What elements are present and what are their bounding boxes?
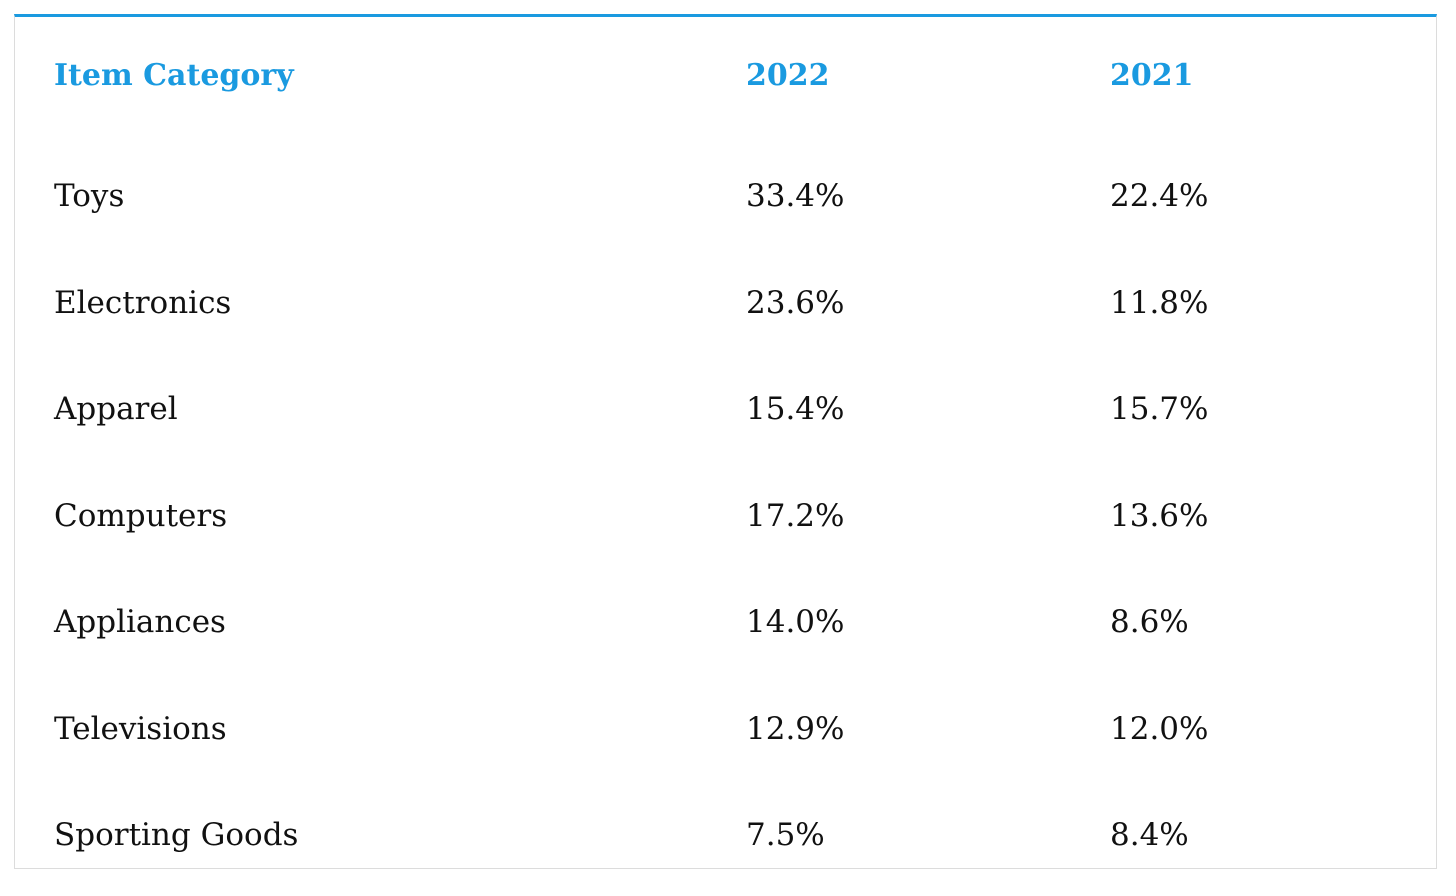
cell-2021: 12.0%	[1110, 710, 1209, 747]
cell-category: Televisions	[54, 710, 227, 747]
cell-2021: 22.4%	[1110, 178, 1209, 215]
cell-category: Appliances	[54, 604, 226, 641]
cell-2022: 17.2%	[746, 497, 845, 534]
cell-category: Computers	[54, 497, 228, 534]
table-row: Apparel 15.4% 15.7%	[54, 356, 1394, 463]
cell-2021: 13.6%	[1110, 497, 1209, 534]
cell-category: Sporting Goods	[54, 817, 299, 854]
cell-2022: 33.4%	[746, 178, 845, 215]
table-row: Toys 33.4% 22.4%	[54, 143, 1394, 250]
cell-category: Apparel	[54, 391, 178, 428]
cell-2022: 14.0%	[746, 604, 845, 641]
cell-2021: 11.8%	[1110, 284, 1209, 321]
cell-category: Toys	[54, 178, 125, 215]
header-row: Item Category 2022 2021	[54, 33, 1394, 143]
header-2022: 2022	[746, 57, 830, 93]
cell-2021: 8.6%	[1110, 604, 1189, 641]
cell-2022: 23.6%	[746, 284, 845, 321]
table-row: Appliances 14.0% 8.6%	[54, 569, 1394, 676]
cell-2022: 12.9%	[746, 710, 845, 747]
table-row: Televisions 12.9% 12.0%	[54, 676, 1394, 783]
table-row: Computers 17.2% 13.6%	[54, 463, 1394, 570]
data-table: Item Category 2022 2021 Toys 33.4% 22.4%…	[54, 33, 1394, 889]
cell-category: Electronics	[54, 284, 232, 321]
table-card: Item Category 2022 2021 Toys 33.4% 22.4%…	[14, 14, 1437, 869]
cell-2022: 15.4%	[746, 391, 845, 428]
cell-2021: 15.7%	[1110, 391, 1209, 428]
table-body: Toys 33.4% 22.4% Electronics 23.6% 11.8%…	[54, 143, 1394, 889]
table-row: Electronics 23.6% 11.8%	[54, 250, 1394, 357]
cell-2022: 7.5%	[746, 817, 825, 854]
header-2021: 2021	[1110, 57, 1194, 93]
table-row: Sporting Goods 7.5% 8.4%	[54, 782, 1394, 889]
table-header: Item Category 2022 2021	[54, 33, 1394, 143]
cell-2021: 8.4%	[1110, 817, 1189, 854]
header-item-category: Item Category	[54, 57, 294, 93]
